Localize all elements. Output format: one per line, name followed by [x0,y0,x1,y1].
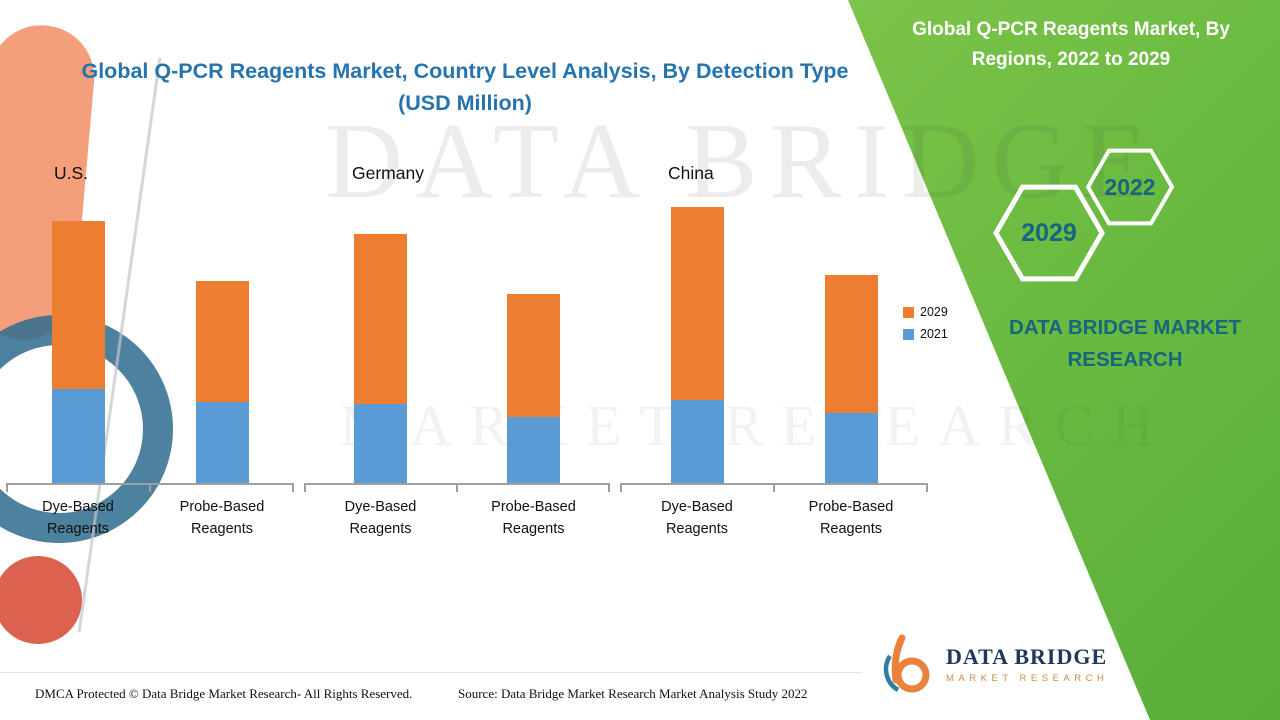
country-label: U.S. [54,163,89,183]
category-label-text: Probe-Based Reagents [808,499,894,537]
x-axis [620,483,928,492]
footer-divider [0,672,862,673]
bar-segment-2021 [195,402,249,483]
side-panel-title: Global Q-PCR Reagents Market, By Regions… [912,19,1230,71]
bars-area [620,203,928,483]
bar-segment-2029 [824,275,878,413]
axis-tick [149,485,151,492]
axis-tick [926,485,928,492]
bar-chart: U.S. Dye-Based Reagents Probe-Based Reagen… [6,163,928,541]
dmca-notice: DMCA Protected © Data Bridge Market Rese… [35,686,413,701]
category-label-text: Probe-Based Reagents [491,499,576,537]
stacked-bar [824,275,878,483]
bar-segment-2021 [507,417,560,483]
chart-title: Global Q-PCR Reagents Market, Country Le… [81,59,849,116]
bar-segment-2029 [195,281,249,402]
axis-tick [620,485,622,492]
legend-swatch [903,306,914,318]
legend-swatch [903,328,914,340]
stacked-bar [195,281,249,483]
legend: 2029 2021 [903,305,948,349]
hexagon-2022-label: 2022 [1104,174,1155,200]
legend-label: 2021 [920,327,948,341]
legend-item: 2029 [903,305,948,319]
axis-tick [773,485,775,492]
data-bridge-b-logo-watermark-dot [0,556,82,644]
bar-segment-2029 [507,294,560,417]
axis-tick [608,485,610,492]
bar-segment-2021 [354,404,407,483]
axis-tick [304,485,306,492]
axis-tick [456,485,458,492]
category-label: Probe-Based Reagents [457,491,610,541]
x-axis [6,483,294,492]
category-label: Dye-Based Reagents [304,491,457,541]
source-note: Source: Data Bridge Market Research Mark… [458,686,808,701]
stacked-bar [354,234,407,483]
bar-segment-2029 [51,221,105,389]
category-labels: Dye-Based Reagents Probe-Based Reagents [304,491,610,541]
legend-item: 2021 [903,327,948,341]
category-label-text: Probe-Based Reagents [179,499,265,537]
category-label: Dye-Based Reagents [620,491,774,541]
stacked-bar [507,294,560,483]
bars-area [6,203,294,483]
bar-segment-2021 [670,400,724,483]
hexagon-2029 [993,184,1105,282]
category-labels: Dye-Based Reagents Probe-Based Reagents [620,491,928,541]
bar-segment-2029 [354,234,407,404]
hexagon-2022 [1085,148,1175,226]
chart-group-3: China Dye-Based Reagents Probe-Based Reage… [620,163,928,541]
stacked-bar [670,207,724,483]
bars-area [304,203,610,483]
category-label: Probe-Based Reagents [774,491,928,541]
category-labels: Dye-Based Reagents Probe-Based Reagents [6,491,294,541]
hexagon-2029-label: 2029 [1021,219,1077,247]
year-hexagons: 2022 2029 [993,148,1175,282]
bar-segment-2029 [670,207,724,400]
category-label: Probe-Based Reagents [150,491,294,541]
country-label: China [668,163,714,183]
axis-tick [292,485,294,492]
chart-group-1: U.S. Dye-Based Reagents Probe-Based Reagen… [6,163,294,541]
logo-tagline-text: MARKET RESEARCH [946,673,1109,684]
category-label-text: Dye-Based Reagents [42,499,114,537]
axis-tick [6,485,8,492]
category-label-text: Dye-Based Reagents [661,499,733,537]
country-label: Germany [352,163,424,183]
category-label: Dye-Based Reagents [6,491,150,541]
stacked-bar [51,221,105,483]
side-panel-brand-text: DATA BRIDGE MARKET RESEARCH [1009,316,1241,371]
logo-brand-text: DATA BRIDGE [946,644,1108,669]
data-bridge-logo-icon [883,634,930,693]
legend-label: 2029 [920,305,948,319]
chart-group-2: Germany Dye-Based Reagents Probe-Based Rea… [304,163,610,541]
x-axis [304,483,610,492]
category-label-text: Dye-Based Reagents [344,499,417,537]
bar-segment-2021 [824,413,878,483]
bar-segment-2021 [51,389,105,483]
data-bridge-logo: DATA BRIDGE MARKET RESEARCH [882,634,1108,694]
